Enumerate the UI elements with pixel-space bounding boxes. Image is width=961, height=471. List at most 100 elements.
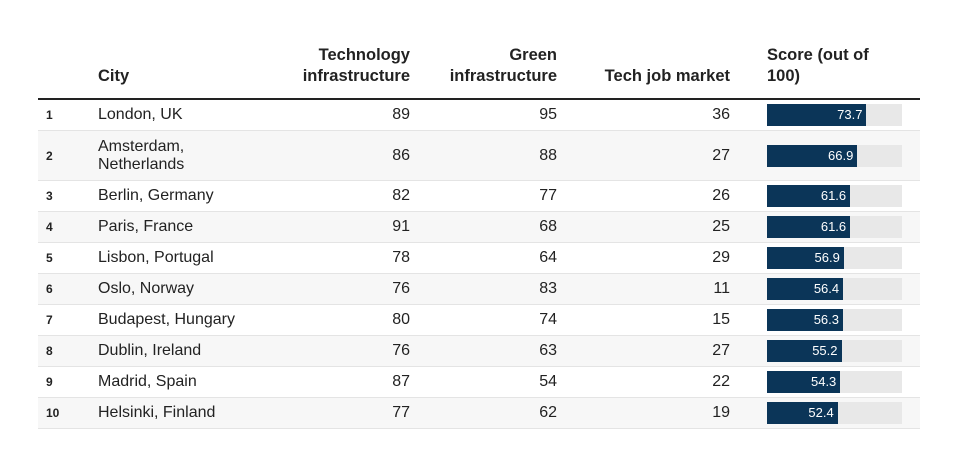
row-city: Helsinki, Finland: [98, 404, 216, 421]
score-bar-track: 73.7: [767, 104, 902, 126]
row-green-infrastructure: 74: [539, 311, 557, 328]
row-green-infrastructure: 95: [539, 106, 557, 123]
row-rank: 9: [46, 375, 53, 389]
table-row: 4 Paris, France 91 68 25 61.6: [38, 212, 920, 243]
score-value-label: 56.9: [814, 250, 840, 265]
row-rank: 4: [46, 220, 53, 234]
score-bar: 54.3: [767, 371, 841, 393]
header-green-line1: Green: [509, 46, 557, 64]
table-row: 8 Dublin, Ireland 76 63 27 55.2: [38, 336, 920, 367]
score-bar-track: 55.2: [767, 340, 902, 362]
score-value-label: 54.3: [810, 374, 837, 389]
score-value-label: 61.6: [820, 219, 847, 234]
header-score: Score (out of 100): [767, 45, 897, 87]
score-bar: 56.4: [767, 278, 844, 300]
row-technology-infrastructure: 76: [392, 280, 410, 297]
table-header: City Technology infrastructure Green inf…: [38, 38, 920, 100]
row-tech-job-market: 11: [713, 280, 730, 297]
header-city: City: [98, 67, 130, 85]
row-city: Dublin, Ireland: [98, 342, 202, 359]
score-bar-track: 61.6: [767, 185, 902, 207]
score-value-label: 73.7: [837, 107, 863, 122]
row-city: Oslo, Norway: [98, 280, 195, 297]
row-rank: 10: [46, 406, 60, 420]
row-city: Paris, France: [98, 218, 194, 235]
table-row: 3 Berlin, Germany 82 77 26 61.6: [38, 181, 920, 212]
score-bar: 55.2: [767, 340, 842, 362]
row-green-infrastructure: 62: [539, 404, 557, 421]
row-rank: 8: [46, 344, 53, 358]
row-city: London, UK: [98, 106, 183, 123]
row-technology-infrastructure: 87: [392, 373, 410, 390]
row-city: Berlin, Germany: [98, 187, 214, 204]
score-bar-track: 66.9: [767, 144, 902, 167]
row-rank: 2: [46, 148, 53, 163]
row-technology-infrastructure: 80: [392, 311, 410, 328]
header-tech-line1: Technology: [318, 46, 410, 64]
score-bar-track: 56.9: [767, 247, 902, 269]
row-technology-infrastructure: 76: [392, 342, 410, 359]
score-value-label: 66.9: [828, 147, 854, 163]
score-value-label: 56.4: [813, 281, 840, 296]
row-green-infrastructure: 88: [539, 146, 557, 164]
score-bar: 73.7: [767, 104, 867, 126]
row-technology-infrastructure: 91: [392, 218, 410, 235]
score-bar-track: 56.4: [767, 278, 902, 300]
score-bar: 56.9: [767, 247, 844, 269]
row-rank: 7: [46, 313, 53, 327]
row-green-infrastructure: 83: [539, 280, 557, 297]
score-value-label: 56.3: [813, 312, 839, 327]
row-tech-job-market: 27: [712, 342, 730, 359]
row-technology-infrastructure: 82: [392, 187, 410, 204]
row-rank: 3: [46, 189, 53, 203]
ranking-table: City Technology infrastructure Green inf…: [38, 38, 920, 429]
table-row: 7 Budapest, Hungary 80 74 15 56.3: [38, 305, 920, 336]
score-bar: 61.6: [767, 216, 851, 238]
row-tech-job-market: 15: [712, 311, 730, 328]
row-green-infrastructure: 54: [539, 373, 557, 390]
header-green-infrastructure: Green infrastructure: [417, 45, 557, 87]
row-technology-infrastructure: 86: [392, 146, 410, 164]
score-bar: 61.6: [767, 185, 851, 207]
row-green-infrastructure: 68: [539, 218, 557, 235]
header-green-line2: infrastructure: [449, 67, 557, 85]
row-tech-job-market: 27: [712, 146, 730, 164]
row-tech-job-market: 26: [712, 187, 730, 204]
header-technology-infrastructure: Technology infrastructure: [250, 45, 410, 87]
table-row: 1 London, UK 89 95 36 73.7: [38, 100, 920, 131]
row-city: Lisbon, Portugal: [98, 249, 214, 266]
row-city: Madrid, Spain: [98, 373, 197, 390]
score-value-label: 61.6: [820, 188, 847, 203]
table-row: 2 Amsterdam, Netherlands 86 88 27 66.9: [38, 131, 920, 181]
table-row: 5 Lisbon, Portugal 78 64 29 56.9: [38, 243, 920, 274]
row-tech-job-market: 22: [712, 373, 730, 390]
row-rank: 1: [46, 108, 53, 122]
row-tech-job-market: 36: [712, 106, 730, 123]
row-green-infrastructure: 63: [539, 342, 557, 359]
row-technology-infrastructure: 77: [392, 404, 410, 421]
score-bar-track: 54.3: [767, 371, 902, 393]
row-green-infrastructure: 77: [539, 187, 557, 204]
row-green-infrastructure: 64: [539, 249, 557, 266]
header-tech-job-market: Tech job market: [604, 67, 730, 85]
row-city: Amsterdam, Netherlands: [98, 137, 185, 173]
table-row: 6 Oslo, Norway 76 83 11 56.4: [38, 274, 920, 305]
table-body: 1 London, UK 89 95 36 73.7 2 Amsterdam, Netherl…: [38, 100, 920, 429]
score-bar: 52.4: [767, 402, 838, 424]
score-value-label: 55.2: [812, 343, 838, 358]
row-technology-infrastructure: 89: [392, 106, 410, 123]
row-rank: 5: [46, 251, 53, 265]
row-technology-infrastructure: 78: [392, 249, 410, 266]
score-bar-track: 56.3: [767, 309, 902, 331]
score-bar: 56.3: [767, 309, 843, 331]
row-tech-job-market: 25: [712, 218, 730, 235]
row-rank: 6: [46, 282, 53, 296]
table-row: 9 Madrid, Spain 87 54 22 54.3: [38, 367, 920, 398]
score-bar-track: 52.4: [767, 402, 902, 424]
header-score-line1: Score (out of: [767, 46, 869, 64]
table-row: 10 Helsinki, Finland 77 62 19 52.4: [38, 398, 920, 429]
row-tech-job-market: 29: [712, 249, 730, 266]
header-tech-line2: infrastructure: [302, 67, 410, 85]
row-tech-job-market: 19: [712, 404, 730, 421]
score-bar: 66.9: [767, 144, 858, 167]
